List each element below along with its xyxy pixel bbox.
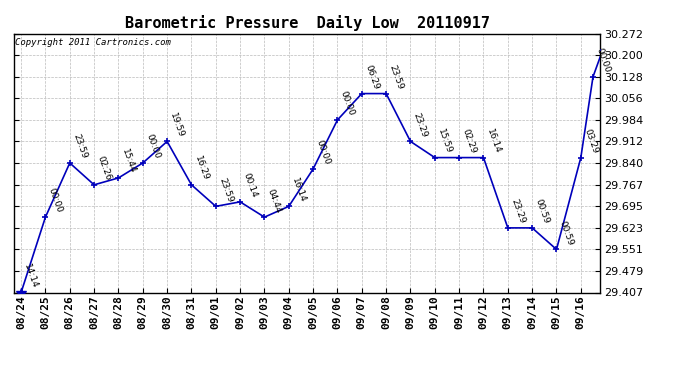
Text: 15:59: 15:59	[436, 128, 453, 155]
Text: 16:29: 16:29	[193, 155, 210, 182]
Text: 23:29: 23:29	[509, 198, 526, 225]
Text: 03:29: 03:29	[582, 128, 600, 155]
Text: 16:14: 16:14	[485, 128, 502, 155]
Text: 23:59: 23:59	[388, 63, 405, 91]
Text: 00:00: 00:00	[144, 133, 161, 160]
Text: 00:00: 00:00	[339, 90, 356, 117]
Text: 00:59: 00:59	[558, 219, 575, 247]
Text: Copyright 2011 Cartronics.com: Copyright 2011 Cartronics.com	[15, 38, 171, 46]
Text: 02:26: 02:26	[95, 155, 112, 182]
Text: 20:14: 20:14	[0, 374, 1, 375]
Text: 23:59: 23:59	[71, 133, 88, 160]
Text: 23:29: 23:29	[412, 111, 429, 139]
Text: 00:59: 00:59	[533, 198, 551, 225]
Text: 00:00: 00:00	[594, 46, 612, 74]
Text: 02:29: 02:29	[460, 128, 477, 155]
Text: 23:59: 23:59	[217, 176, 235, 204]
Text: 04:44: 04:44	[266, 187, 283, 214]
Text: 16:14: 16:14	[290, 176, 308, 204]
Text: 00:14: 00:14	[241, 172, 259, 199]
Text: 14:14: 14:14	[23, 262, 40, 290]
Text: 00:00: 00:00	[315, 139, 332, 166]
Text: 15:44: 15:44	[120, 148, 137, 175]
Title: Barometric Pressure  Daily Low  20110917: Barometric Pressure Daily Low 20110917	[125, 15, 489, 31]
Text: 00:00: 00:00	[47, 187, 64, 214]
Text: 19:59: 19:59	[168, 111, 186, 139]
Text: 06:29: 06:29	[363, 63, 380, 91]
